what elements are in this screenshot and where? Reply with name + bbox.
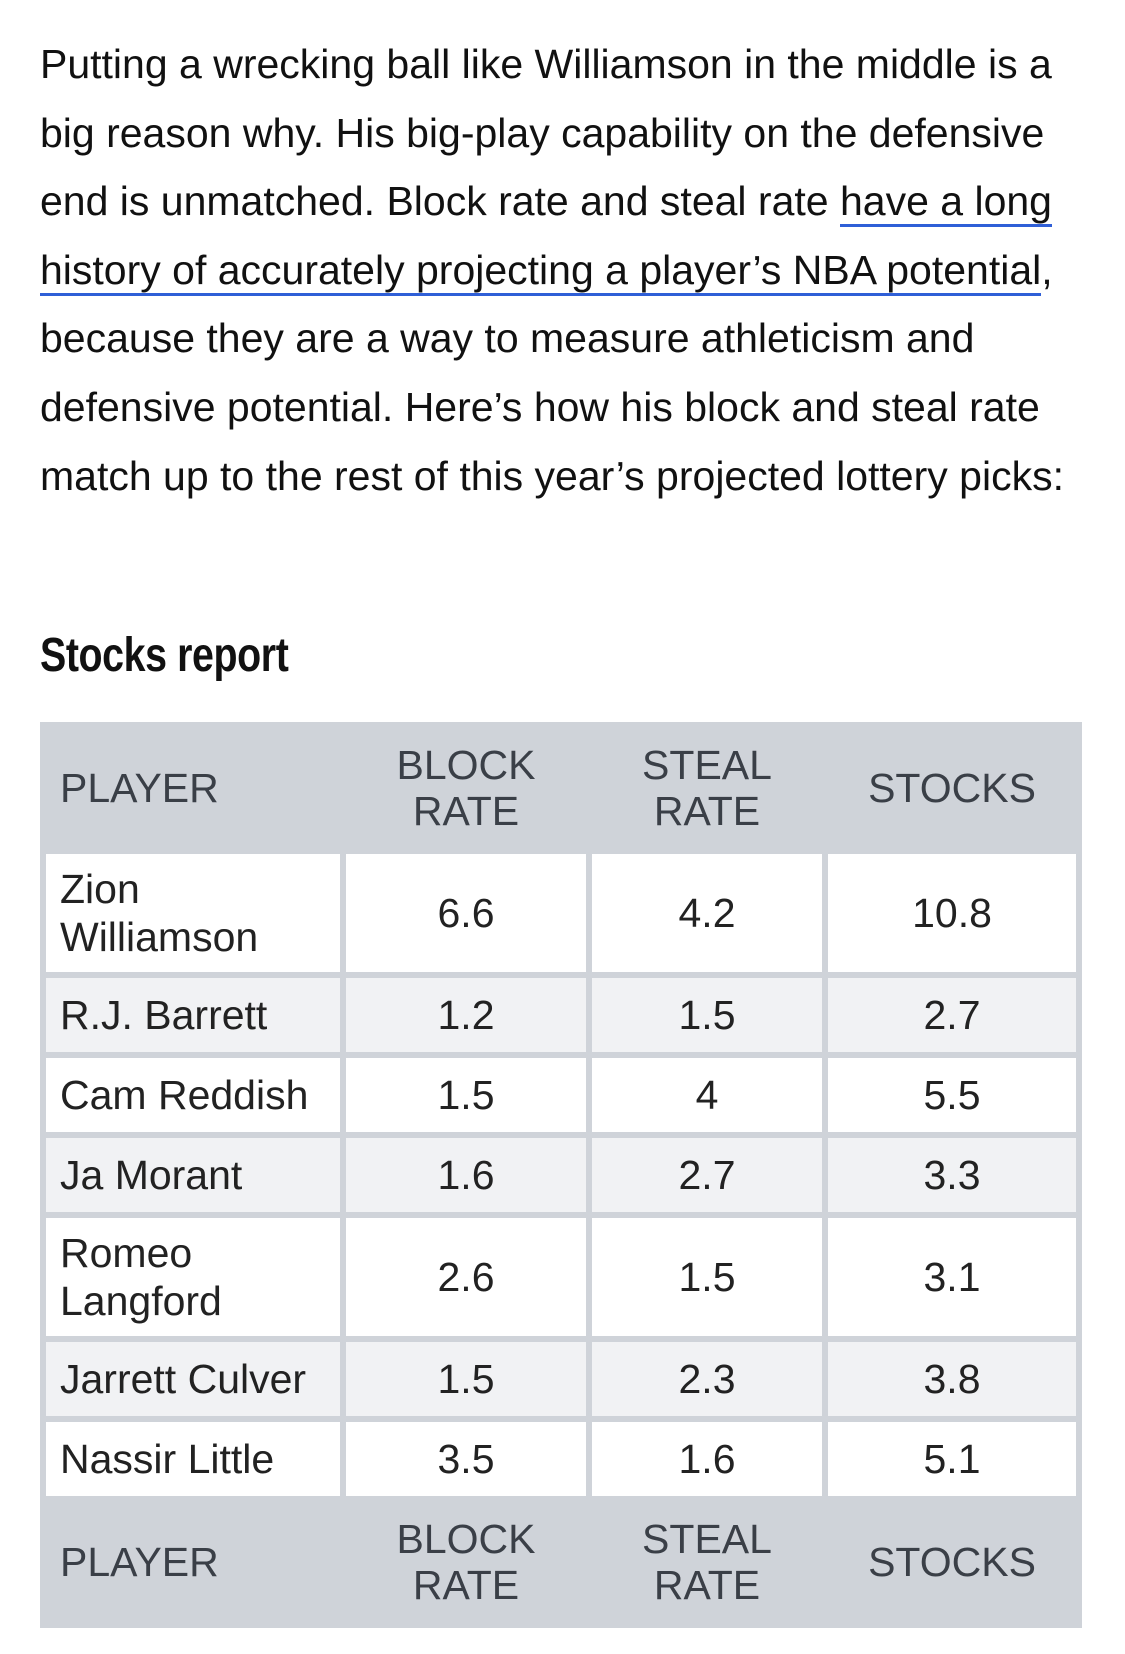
table-row: R.J. Barrett 1.2 1.5 2.7 (46, 978, 1076, 1052)
cell-player: R.J. Barrett (46, 978, 340, 1052)
table-header-row: PLAYER BLOCK RATE STEAL RATE STOCKS (46, 728, 1076, 848)
footer-player: PLAYER (46, 1502, 340, 1622)
header-steal-rate[interactable]: STEAL RATE (592, 728, 822, 848)
table-row: Jarrett Culver 1.5 2.3 3.8 (46, 1342, 1076, 1416)
cell-steal-rate: 4.2 (592, 854, 822, 972)
table-footer: PLAYER BLOCK RATE STEAL RATE STOCKS (46, 1502, 1076, 1622)
article-paragraph: Putting a wrecking ball like Williamson … (40, 30, 1090, 510)
table-row: Ja Morant 1.6 2.7 3.3 (46, 1138, 1076, 1212)
cell-player: Nassir Little (46, 1422, 340, 1496)
cell-stocks: 2.7 (828, 978, 1076, 1052)
cell-block-rate: 2.6 (346, 1218, 586, 1336)
cell-player: Zion Williamson (46, 854, 340, 972)
cell-block-rate: 3.5 (346, 1422, 586, 1496)
cell-block-rate: 1.5 (346, 1342, 586, 1416)
header-steal-rate-label: STEAL RATE (642, 742, 772, 834)
article-text-before-link: Putting a wrecking ball like Williamson … (40, 41, 1052, 225)
table-header: PLAYER BLOCK RATE STEAL RATE STOCKS (46, 728, 1076, 848)
cell-steal-rate: 2.7 (592, 1138, 822, 1212)
table-row: Romeo Langford 2.6 1.5 3.1 (46, 1218, 1076, 1336)
cell-steal-rate: 1.5 (592, 1218, 822, 1336)
cell-block-rate: 1.5 (346, 1058, 586, 1132)
cell-block-rate: 1.2 (346, 978, 586, 1052)
cell-player: Cam Reddish (46, 1058, 340, 1132)
article-text-after-link: , because they are a way to measure athl… (40, 246, 1064, 499)
cell-stocks: 3.3 (828, 1138, 1076, 1212)
table-row: Cam Reddish 1.5 4 5.5 (46, 1058, 1076, 1132)
footer-steal-rate: STEAL RATE (592, 1502, 822, 1622)
cell-block-rate: 1.6 (346, 1138, 586, 1212)
cell-stocks: 10.8 (828, 854, 1076, 972)
cell-player: Ja Morant (46, 1138, 340, 1212)
cell-block-rate: 6.6 (346, 854, 586, 972)
header-player[interactable]: PLAYER (46, 728, 340, 848)
table-body: Zion Williamson 6.6 4.2 10.8 R.J. Barret… (46, 854, 1076, 1496)
footer-block-rate: BLOCK RATE (346, 1502, 586, 1622)
stocks-table: PLAYER BLOCK RATE STEAL RATE STOCKS Zion… (40, 722, 1082, 1628)
header-block-rate[interactable]: BLOCK RATE (346, 728, 586, 848)
footer-block-rate-label: BLOCK RATE (396, 1516, 536, 1608)
section-heading: Stocks report (40, 629, 289, 682)
header-stocks[interactable]: STOCKS (828, 728, 1076, 848)
cell-stocks: 5.1 (828, 1422, 1076, 1496)
table-footer-row: PLAYER BLOCK RATE STEAL RATE STOCKS (46, 1502, 1076, 1622)
cell-player: Romeo Langford (46, 1218, 340, 1336)
cell-stocks: 3.8 (828, 1342, 1076, 1416)
cell-player: Jarrett Culver (46, 1342, 340, 1416)
footer-steal-rate-label: STEAL RATE (642, 1516, 772, 1608)
footer-stocks: STOCKS (828, 1502, 1076, 1622)
table-row: Zion Williamson 6.6 4.2 10.8 (46, 854, 1076, 972)
table-row: Nassir Little 3.5 1.6 5.1 (46, 1422, 1076, 1496)
cell-steal-rate: 2.3 (592, 1342, 822, 1416)
cell-steal-rate: 1.5 (592, 978, 822, 1052)
cell-steal-rate: 1.6 (592, 1422, 822, 1496)
player-name: Zion Williamson (60, 866, 259, 960)
cell-stocks: 5.5 (828, 1058, 1076, 1132)
article-link[interactable]: have a long history of accurately projec… (40, 178, 1052, 296)
cell-stocks: 3.1 (828, 1218, 1076, 1336)
cell-steal-rate: 4 (592, 1058, 822, 1132)
player-name: Romeo Langford (60, 1230, 222, 1324)
header-block-rate-label: BLOCK RATE (396, 742, 536, 834)
